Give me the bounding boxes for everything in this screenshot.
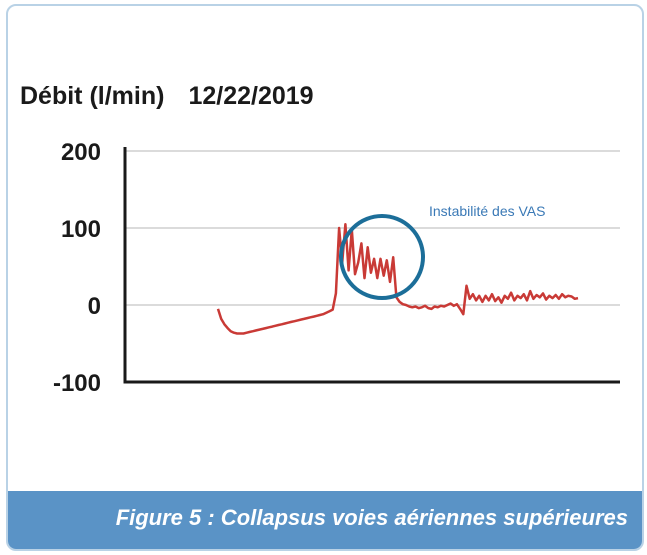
y-tick-labels: 200 100 0 -100 [53,139,101,397]
figure-caption: Figure 5 : Collapsus voies aériennes sup… [115,505,628,530]
series-group [216,222,579,335]
grid-lines [125,150,620,306]
flow-chart: 200 100 0 -100 Instabilité des VAS [53,139,620,397]
caption-bar: Figure 5 : Collapsus voies aériennes sup… [8,491,642,549]
chart-date: 12/22/2019 [188,82,314,110]
annotation-group: Instabilité des VAS [339,203,545,300]
y-tick-label: 0 [88,293,101,320]
y-tick-label: 100 [61,216,101,243]
annotation-label: Instabilité des VAS [429,203,545,219]
annotation-circle [339,214,425,300]
y-axis-label: Débit (l/min) [20,82,165,110]
figure-frame: Débit (l/min) 12/22/2019 200 100 0 -100 Inst… [6,4,644,551]
y-tick-label: 200 [61,139,101,166]
y-tick-label: -100 [53,370,101,397]
chart-heading: Débit (l/min) 12/22/2019 [20,82,314,111]
flow-series-line [216,222,579,335]
axes [123,147,620,384]
